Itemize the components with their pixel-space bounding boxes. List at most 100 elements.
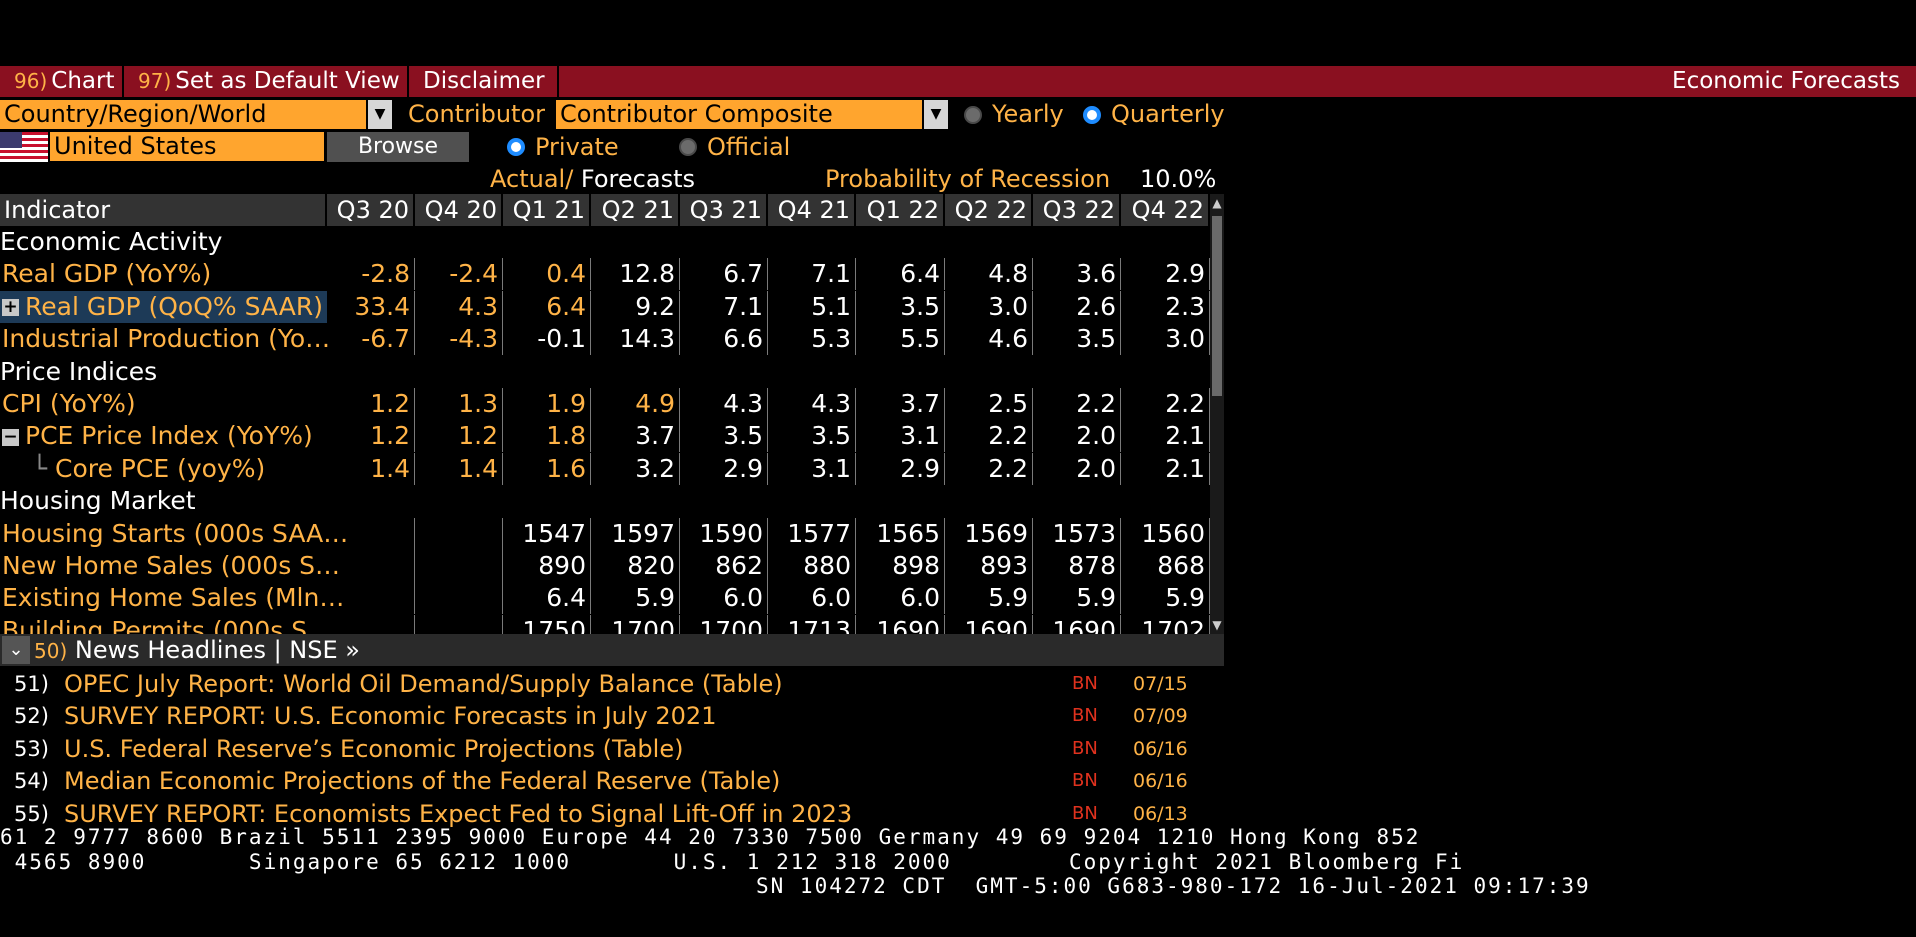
- value-cell[interactable]: 1690: [1033, 614, 1121, 634]
- news-headline[interactable]: SURVEY REPORT: Economists Expect Fed to …: [64, 799, 853, 828]
- chevron-down-icon[interactable]: ▼: [922, 100, 948, 129]
- value-cell[interactable]: 5.9: [592, 582, 680, 615]
- value-cell[interactable]: [327, 517, 415, 550]
- value-cell[interactable]: 1.8: [503, 420, 591, 453]
- value-cell[interactable]: 7.1: [680, 290, 768, 323]
- quarterly-radio[interactable]: [1083, 106, 1101, 124]
- value-cell[interactable]: 2.0: [1033, 420, 1121, 453]
- value-cell[interactable]: 880: [768, 550, 856, 582]
- column-header[interactable]: Q3 21: [680, 194, 768, 226]
- news-headline[interactable]: OPEC July Report: World Oil Demand/Suppl…: [64, 670, 783, 698]
- value-cell[interactable]: 3.7: [857, 388, 945, 420]
- value-cell[interactable]: 3.7: [592, 420, 680, 453]
- value-cell[interactable]: 6.7: [680, 258, 768, 291]
- value-cell[interactable]: 2.6: [1033, 290, 1121, 323]
- collapse-icon[interactable]: −: [2, 426, 19, 447]
- value-cell[interactable]: 2.0: [1033, 452, 1121, 485]
- value-cell[interactable]: 2.9: [857, 452, 945, 485]
- yearly-label[interactable]: Yearly: [992, 100, 1064, 128]
- value-cell[interactable]: 1560: [1122, 517, 1210, 550]
- table-scrollbar[interactable]: ▲ ▼: [1210, 194, 1224, 634]
- value-cell[interactable]: 6.4: [857, 258, 945, 291]
- value-cell[interactable]: 12.8: [592, 258, 680, 291]
- news-headline[interactable]: Median Economic Projections of the Feder…: [64, 767, 781, 796]
- value-cell[interactable]: 3.1: [857, 420, 945, 453]
- value-cell[interactable]: [415, 582, 503, 615]
- value-cell[interactable]: 1.3: [415, 388, 503, 420]
- value-cell[interactable]: 1702: [1122, 614, 1210, 634]
- column-header[interactable]: Q4 20: [415, 194, 503, 226]
- value-cell[interactable]: 820: [592, 550, 680, 582]
- value-cell[interactable]: 1565: [857, 517, 945, 550]
- column-header[interactable]: Q4 21: [768, 194, 856, 226]
- value-cell[interactable]: 1.4: [415, 452, 503, 485]
- value-cell[interactable]: 1577: [768, 517, 856, 550]
- value-cell[interactable]: 893: [945, 550, 1033, 582]
- value-cell[interactable]: -2.4: [415, 258, 503, 291]
- table-row[interactable]: + Real GDP (QoQ% SAAR) 33.4 4.3 6.4 9.2 7.1 5.1…: [0, 290, 1210, 323]
- column-header[interactable]: Q1 21: [503, 194, 591, 226]
- news-headline[interactable]: SURVEY REPORT: U.S. Economic Forecasts i…: [64, 702, 717, 731]
- value-cell[interactable]: 3.0: [945, 290, 1033, 323]
- table-row[interactable]: └ Core PCE (yoy%) 1.4 1.4 1.6 3.2 2.9 3.1 2.9 2.…: [0, 452, 1210, 485]
- disclaimer-button[interactable]: Disclaimer: [409, 66, 559, 97]
- value-cell[interactable]: -0.1: [503, 323, 591, 356]
- value-cell[interactable]: 2.1: [1122, 452, 1210, 485]
- value-cell[interactable]: 3.1: [768, 452, 856, 485]
- column-header[interactable]: Q1 22: [857, 194, 945, 226]
- news-item[interactable]: 54) Median Economic Projections of the Fe…: [0, 765, 1224, 797]
- value-cell[interactable]: 1.4: [327, 452, 415, 485]
- news-item[interactable]: 51) OPEC July Report: World Oil Demand/Su…: [0, 668, 1224, 700]
- table-row[interactable]: Housing Starts (000s SAA… 1547 1597 1590 157…: [0, 517, 1210, 550]
- column-header[interactable]: Q2 21: [592, 194, 680, 226]
- value-cell[interactable]: 1590: [680, 517, 768, 550]
- value-cell[interactable]: 4.6: [945, 323, 1033, 356]
- value-cell[interactable]: 3.0: [1122, 323, 1210, 356]
- news-headline[interactable]: U.S. Federal Reserve’s Economic Projecti…: [64, 734, 684, 763]
- expand-icon[interactable]: +: [2, 297, 19, 318]
- value-cell[interactable]: [327, 550, 415, 582]
- set-default-view-button[interactable]: 97) Set as Default View: [124, 66, 409, 97]
- value-cell[interactable]: 6.4: [503, 582, 591, 615]
- region-select[interactable]: Country/Region/World ▼: [0, 100, 392, 129]
- value-cell[interactable]: 6.4: [503, 290, 591, 323]
- value-cell[interactable]: 4.3: [768, 388, 856, 420]
- value-cell[interactable]: 4.3: [680, 388, 768, 420]
- news-item[interactable]: 52) SURVEY REPORT: U.S. Economic Forecast…: [0, 700, 1224, 732]
- chart-button[interactable]: 96) Chart: [0, 66, 124, 97]
- value-cell[interactable]: 878: [1033, 550, 1121, 582]
- value-cell[interactable]: 3.5: [680, 420, 768, 453]
- column-header[interactable]: Q4 22: [1122, 194, 1210, 226]
- value-cell[interactable]: 33.4: [327, 290, 415, 323]
- value-cell[interactable]: 1547: [503, 517, 591, 550]
- table-row[interactable]: Existing Home Sales (Mln… 6.4 5.9 6.0 6.0 6.0…: [0, 582, 1210, 615]
- table-row[interactable]: Building Permits (000s S… 1750 1700 1700 171…: [0, 614, 1210, 634]
- value-cell[interactable]: 2.5: [945, 388, 1033, 420]
- value-cell[interactable]: 1573: [1033, 517, 1121, 550]
- yearly-radio[interactable]: [964, 106, 982, 124]
- value-cell[interactable]: 3.5: [768, 420, 856, 453]
- quarterly-label[interactable]: Quarterly: [1111, 100, 1225, 128]
- value-cell[interactable]: 4.9: [592, 388, 680, 420]
- value-cell[interactable]: 5.9: [1033, 582, 1121, 615]
- value-cell[interactable]: 6.0: [680, 582, 768, 615]
- official-radio[interactable]: [679, 138, 697, 156]
- table-row[interactable]: New Home Sales (000s S… 890 820 862 880 898 89…: [0, 550, 1210, 582]
- value-cell[interactable]: 1569: [945, 517, 1033, 550]
- scrollbar-thumb[interactable]: [1212, 216, 1222, 396]
- value-cell[interactable]: 1.2: [327, 388, 415, 420]
- chevron-down-icon[interactable]: ▼: [366, 100, 392, 129]
- value-cell[interactable]: 862: [680, 550, 768, 582]
- value-cell[interactable]: 1.2: [327, 420, 415, 453]
- value-cell[interactable]: 6.0: [857, 582, 945, 615]
- value-cell[interactable]: 2.3: [1122, 290, 1210, 323]
- value-cell[interactable]: [415, 517, 503, 550]
- news-headlines-bar[interactable]: ⌄ 50) News Headlines | NSE »: [0, 634, 1224, 666]
- value-cell[interactable]: 1700: [592, 614, 680, 634]
- value-cell[interactable]: 3.2: [592, 452, 680, 485]
- value-cell[interactable]: 1690: [857, 614, 945, 634]
- value-cell[interactable]: 14.3: [592, 323, 680, 356]
- value-cell[interactable]: 3.5: [1033, 323, 1121, 356]
- news-item[interactable]: 55) SURVEY REPORT: Economists Expect Fed …: [0, 798, 1224, 830]
- contributor-select[interactable]: Contributor Composite ▼: [556, 100, 948, 129]
